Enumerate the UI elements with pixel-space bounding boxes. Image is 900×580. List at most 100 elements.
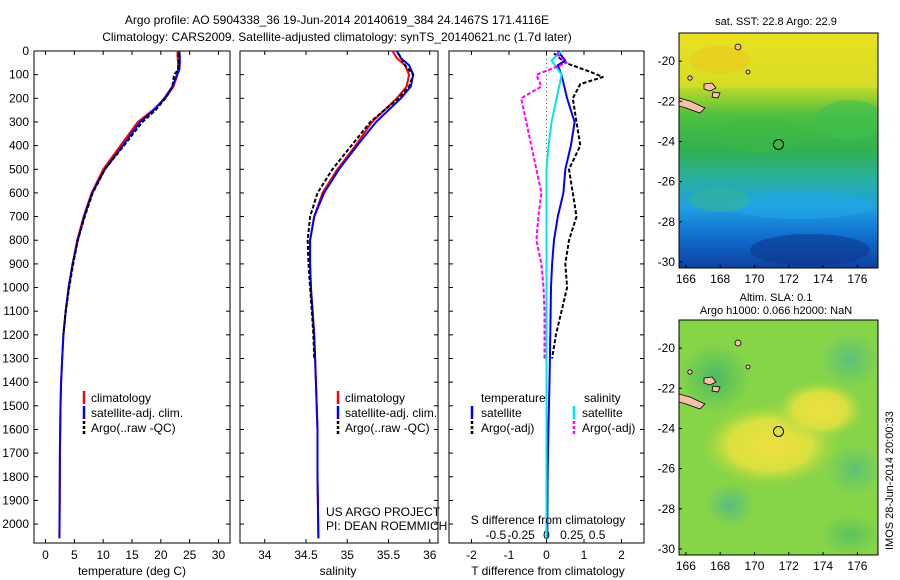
- s-argo-diff-line: [520, 52, 568, 359]
- x-tick-label: 34.5: [294, 548, 318, 562]
- latitude-label: -26: [658, 462, 676, 476]
- legend-label-climatology: climatology: [345, 391, 405, 405]
- y-tick-label: 0: [22, 44, 29, 58]
- t-difference-xlabel: T difference from climatology: [471, 564, 625, 578]
- legend-label-s-argo: Argo(-adj): [582, 421, 635, 435]
- y-tick-label: 800: [9, 233, 29, 247]
- depth-axis: 0 100 200 300 400 500 600 700 800 900 1000 1100 1200…: [2, 44, 230, 531]
- latitude-label: -28: [658, 215, 676, 229]
- difference-series: [520, 50, 604, 539]
- y-tick-label: 1000: [2, 281, 29, 295]
- longitude-label: 166: [676, 559, 696, 573]
- figure-title-line2: Climatology: CARS2009. Satellite-adjuste…: [102, 30, 572, 44]
- legend-label-s-satellite: satellite: [582, 406, 623, 420]
- difference-legend: temperature salinity satellite Argo(-adj…: [470, 391, 635, 435]
- longitude-label: 174: [813, 559, 833, 573]
- salinity-series: [306, 50, 415, 539]
- t-argo-diff-line: [551, 52, 604, 359]
- y-tick-label: 1900: [2, 493, 29, 507]
- x-tick-label: 2: [618, 548, 625, 562]
- x-tick-label: 1: [581, 548, 588, 562]
- sst-map-panel: sat. SST: 22.8 Argo: 22.9 166 168 170 172 17…: [658, 16, 879, 286]
- longitude-label: 172: [779, 272, 799, 286]
- sla-map-subtitle: Argo h1000: 0.066 h2000: NaN: [700, 305, 852, 317]
- temperature-xlabel: temperature (deg C): [78, 564, 186, 578]
- y-tick-label: 400: [9, 139, 29, 153]
- coastline-island: [745, 69, 751, 75]
- temperature-x-axis: 0 5 10 15 20 25 30: [42, 51, 225, 562]
- sla-heatmap: [679, 320, 878, 555]
- coastline-island: [687, 369, 693, 375]
- x-tick-label: 10: [96, 548, 110, 562]
- argo-line: [306, 52, 415, 359]
- x-tick-label: 34: [258, 548, 272, 562]
- figure-title-line1: Argo profile: AO 5904338_36 19-Jun-2014 …: [125, 13, 549, 27]
- coastline-island: [745, 364, 751, 370]
- s-tick-label: 0.25: [560, 528, 584, 542]
- t-difference-x-axis: -2 -1 0 1 2: [466, 51, 625, 562]
- sla-map-frame: [678, 319, 879, 556]
- coastline-island: [711, 91, 721, 99]
- latitude-label: -28: [658, 502, 676, 516]
- coastline-island: [687, 75, 693, 81]
- sla-map-title: Altim. SLA: 0.1: [740, 292, 813, 304]
- s-tick-label: 0.5: [589, 528, 606, 542]
- pi-label: PI: DEAN ROEMMICH: [326, 519, 447, 533]
- latitude-label: -24: [658, 134, 676, 148]
- s-satellite-diff-line: [545, 50, 563, 539]
- x-tick-label: 20: [154, 548, 168, 562]
- salinity-x-axis: 34 34.5 35 35.5 36: [258, 51, 437, 562]
- coastline-island: [679, 97, 706, 114]
- y-tick-label: 500: [9, 162, 29, 176]
- temperature-axes-frame: [33, 50, 231, 544]
- x-tick-label: 15: [125, 548, 139, 562]
- legend-label-argo: Argo(..raw -QC): [345, 421, 430, 435]
- difference-panel: -2 -1 0 1 2 -0.5 -0.25 0 0.25 0.5 S difference f…: [448, 50, 645, 578]
- latitude-label: -30: [658, 255, 676, 269]
- legend-label-t-satellite: satellite: [481, 406, 522, 420]
- sst-map-title: sat. SST: 22.8 Argo: 22.9: [715, 16, 837, 28]
- imos-watermark: IMOS 28-Jun-2014 20:00:33: [884, 411, 896, 550]
- y-tick-label: 100: [9, 68, 29, 82]
- x-tick-label: 0: [543, 548, 550, 562]
- y-tick-label: 200: [9, 91, 29, 105]
- coastline-island: [734, 339, 742, 347]
- salinity-legend: climatology satellite-adj. clim. Argo(..…: [336, 391, 437, 435]
- y-tick-label: 1500: [2, 399, 29, 413]
- sst-heatmap: [679, 33, 878, 268]
- longitude-label: 172: [779, 559, 799, 573]
- latitude-label: -30: [658, 542, 676, 556]
- legend-label-argo: Argo(..raw -QC): [91, 421, 176, 435]
- salinity-panel: 34 34.5 35 35.5 36 salinity climatology sate…: [239, 50, 447, 578]
- longitude-label: 176: [847, 559, 867, 573]
- coastline-island: [711, 385, 721, 393]
- coastline-island: [679, 393, 706, 410]
- x-tick-label: -2: [466, 548, 477, 562]
- latitude-label: -20: [658, 341, 676, 355]
- argo-profile-marker: [773, 138, 784, 150]
- sst-latitude-axis: -20 -22 -24 -26 -28 -30: [658, 54, 682, 269]
- longitude-label: 166: [676, 272, 696, 286]
- project-label: US ARGO PROJECT: [326, 505, 441, 519]
- y-tick-label: 1800: [2, 470, 29, 484]
- longitude-label: 174: [813, 272, 833, 286]
- x-tick-label: 30: [212, 548, 226, 562]
- x-tick-label: -1: [504, 548, 515, 562]
- latitude-label: -24: [658, 421, 676, 435]
- salinity-depth-ticks: [240, 50, 438, 525]
- legend-header-salinity: salinity: [584, 391, 621, 405]
- s-tick-label: -0.5: [486, 528, 507, 542]
- legend-label-satellite: satellite-adj. clim.: [91, 406, 183, 420]
- sla-map-panel: Altim. SLA: 0.1 Argo h1000: 0.066 h2000:…: [658, 292, 879, 573]
- y-tick-label: 1300: [2, 352, 29, 366]
- y-tick-label: 600: [9, 186, 29, 200]
- y-tick-label: 700: [9, 210, 29, 224]
- salinity-xlabel: salinity: [320, 564, 357, 578]
- coastline-island: [734, 43, 742, 51]
- x-tick-label: 36: [423, 548, 437, 562]
- y-tick-label: 1200: [2, 328, 29, 342]
- coastline-island: [703, 376, 717, 386]
- latitude-label: -26: [658, 175, 676, 189]
- longitude-label: 170: [744, 272, 764, 286]
- legend-label-climatology: climatology: [91, 391, 151, 405]
